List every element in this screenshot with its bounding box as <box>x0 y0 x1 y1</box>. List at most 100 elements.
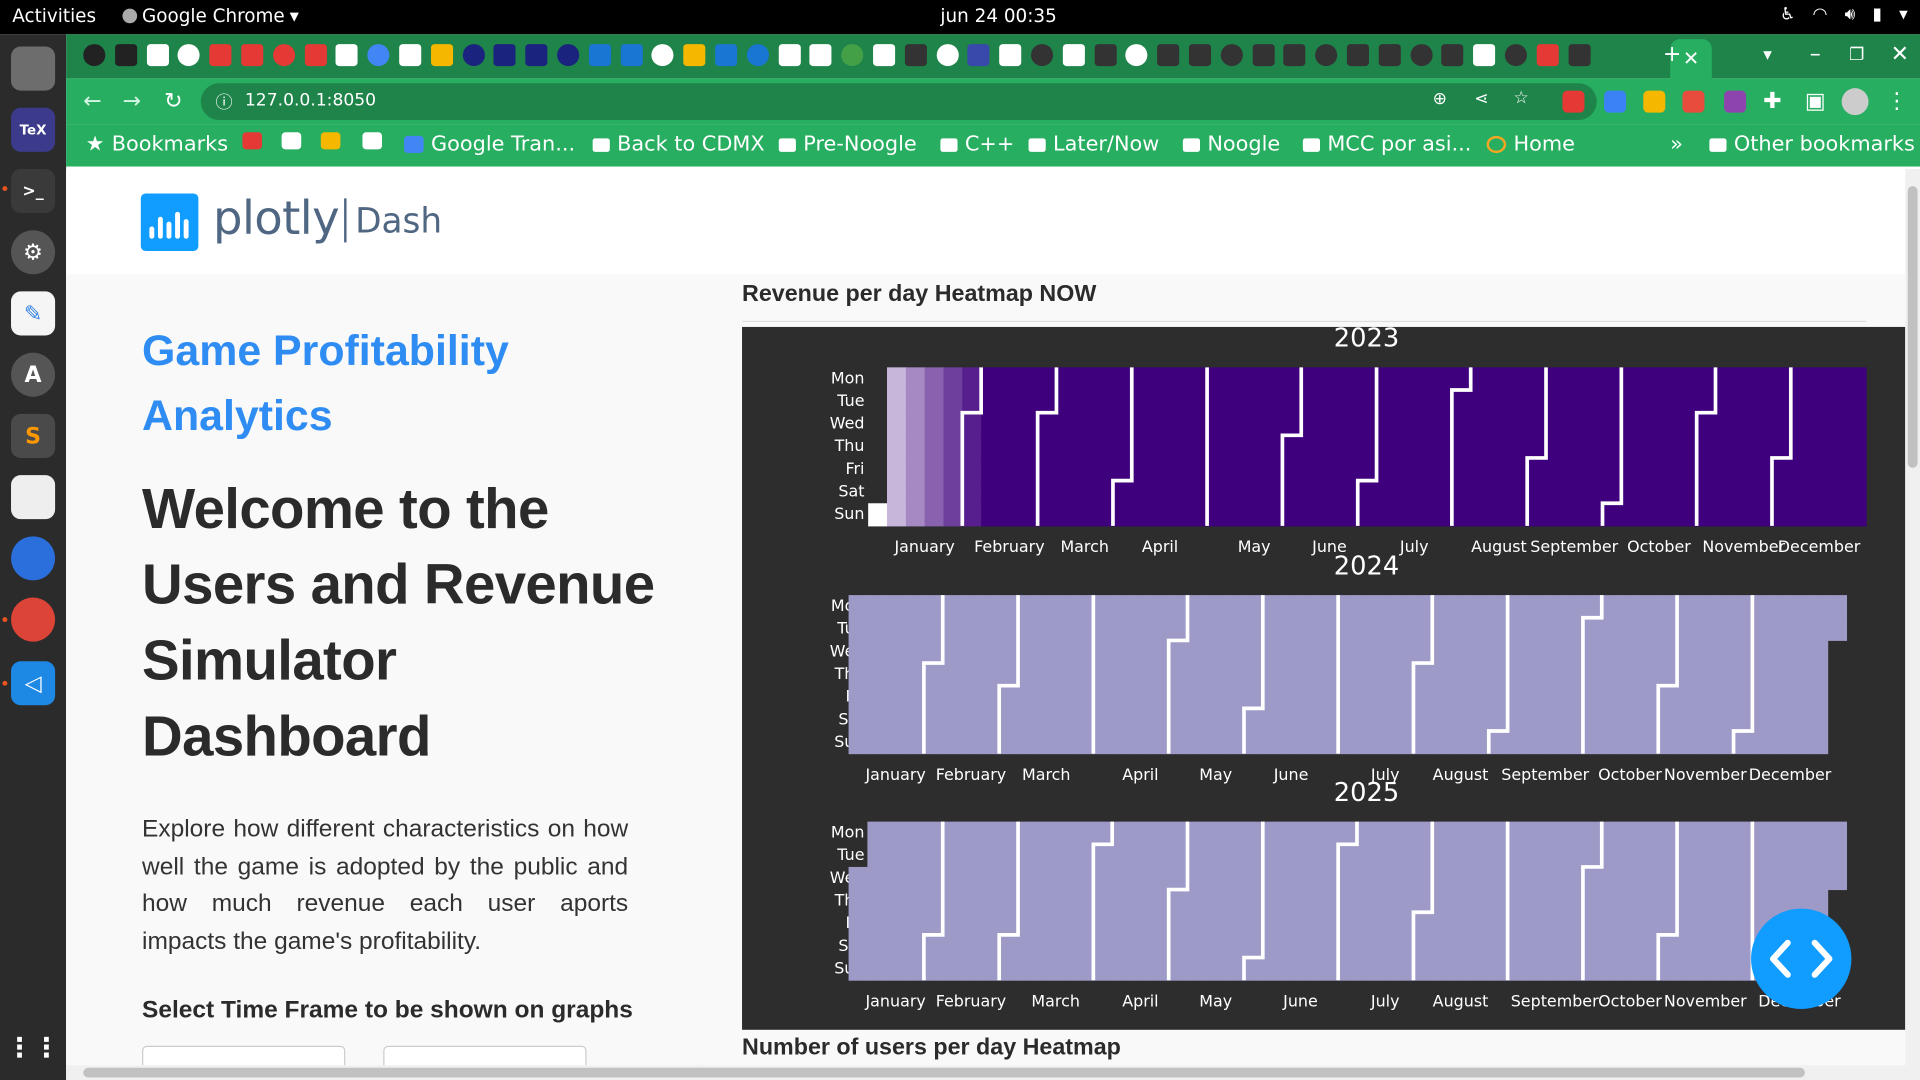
tab-favicon-icon[interactable] <box>1315 44 1338 67</box>
chromium-icon[interactable] <box>11 536 56 581</box>
terminal-icon[interactable]: >_ <box>11 168 56 214</box>
forward-icon[interactable]: → <box>122 88 141 114</box>
dash-debug-button[interactable] <box>1751 908 1852 1009</box>
extension-adblock-icon[interactable] <box>1562 90 1585 113</box>
tab-favicon-icon[interactable] <box>1125 44 1148 67</box>
extension-pen-icon[interactable] <box>1724 90 1747 113</box>
tab-favicon-icon[interactable] <box>715 44 738 67</box>
files-icon[interactable] <box>11 46 56 91</box>
tab-favicon-icon[interactable] <box>1568 44 1591 67</box>
more-bookmarks-button[interactable]: » <box>1670 132 1683 156</box>
profile-avatar[interactable] <box>1841 88 1869 116</box>
bookmark-item[interactable]: Noogle <box>1182 132 1280 157</box>
tab-favicon-icon[interactable] <box>1283 44 1306 67</box>
tab-favicon-icon[interactable] <box>178 44 201 67</box>
caret-down-icon[interactable]: ▾ <box>1899 4 1908 25</box>
clock[interactable]: jun 24 00:35 <box>940 4 1057 27</box>
document-viewer-icon[interactable] <box>11 475 56 520</box>
side-panel-icon[interactable]: ▣ <box>1804 88 1826 114</box>
zoom-icon[interactable]: ⊕ <box>1432 89 1448 109</box>
vertical-scrollbar[interactable] <box>1905 168 1920 1066</box>
tab-favicon-icon[interactable] <box>146 44 169 67</box>
revenue-heatmap-chart[interactable]: 2023 Mon Tue Wed Thu Fri Sat Sun January February… <box>742 326 1906 1030</box>
address-bar[interactable]: ⓘ 127.0.0.1:8050 ⊕ ⋖ ☆ <box>200 83 1597 120</box>
tab-favicon-icon[interactable] <box>651 44 674 67</box>
tab-favicon-icon[interactable] <box>1031 44 1054 67</box>
tab-favicon-icon[interactable] <box>746 44 769 67</box>
horizontal-scrollbar[interactable] <box>66 1065 1920 1080</box>
tab-favicon-icon[interactable] <box>430 44 453 67</box>
time-frame-end-dropdown[interactable] <box>383 1045 587 1066</box>
tab-favicon-icon[interactable] <box>83 44 106 67</box>
close-window-icon[interactable]: ✕ <box>1890 41 1910 68</box>
tab-favicon-icon[interactable] <box>304 44 327 67</box>
activities-button[interactable]: Activities <box>12 4 97 27</box>
tab-favicon-icon[interactable] <box>1220 44 1243 67</box>
tab-favicon-icon[interactable] <box>809 44 832 67</box>
bookmark-item[interactable]: Home <box>1486 132 1575 157</box>
tab-favicon-icon[interactable] <box>1441 44 1464 67</box>
tab-favicon-icon[interactable] <box>1536 44 1559 67</box>
tab-favicon-icon[interactable] <box>493 44 516 67</box>
bookmark-item[interactable] <box>320 132 341 150</box>
bookmark-item[interactable] <box>281 132 302 150</box>
tab-favicon-icon[interactable] <box>967 44 990 67</box>
tab-favicon-icon[interactable] <box>1378 44 1401 67</box>
text-editor-icon[interactable]: ✎ <box>11 291 56 336</box>
time-frame-start-dropdown[interactable] <box>142 1045 346 1066</box>
minimize-icon[interactable]: – <box>1809 41 1821 68</box>
tab-favicon-icon[interactable] <box>620 44 643 67</box>
tab-favicon-icon[interactable] <box>1252 44 1275 67</box>
site-info-icon[interactable]: ⓘ <box>215 93 233 113</box>
tab-search-icon[interactable]: ▾ <box>1763 45 1772 65</box>
tab-favicon-icon[interactable] <box>557 44 580 67</box>
show-apps-icon[interactable]: ⋮⋮ <box>6 1032 61 1064</box>
tab-favicon-icon[interactable] <box>999 44 1022 67</box>
extension-blue-icon[interactable] <box>1604 90 1627 113</box>
tab-favicon-icon[interactable] <box>272 44 295 67</box>
reload-icon[interactable]: ↻ <box>164 88 183 114</box>
tab-favicon-icon[interactable] <box>683 44 706 67</box>
volume-icon[interactable]: 🔊︎ <box>1844 4 1856 25</box>
texmaker-icon[interactable]: TeX <box>11 107 56 152</box>
active-tab[interactable]: ✕ <box>1670 39 1712 79</box>
tab-favicon-icon[interactable] <box>399 44 422 67</box>
app-menu[interactable]: Google Chrome ▾ <box>122 5 299 27</box>
software-center-icon[interactable]: A <box>11 352 56 397</box>
system-tray[interactable]: ♿ ◠ 🔊︎ ▮ ▾ <box>1780 5 1908 25</box>
tab-favicon-icon[interactable] <box>1157 44 1180 67</box>
tab-favicon-icon[interactable] <box>1062 44 1085 67</box>
vscode-icon[interactable]: ◁ <box>11 661 56 706</box>
tab-favicon-icon[interactable] <box>367 44 390 67</box>
tab-favicon-icon[interactable] <box>114 44 137 67</box>
maximize-icon[interactable]: ❐ <box>1848 45 1865 65</box>
sublime-text-icon[interactable]: S <box>11 413 56 458</box>
bookmark-item[interactable]: Pre-Noogle <box>778 132 917 157</box>
tab-favicon-icon[interactable] <box>588 44 611 67</box>
bookmark-item[interactable] <box>242 132 263 150</box>
tab-favicon-icon[interactable] <box>1094 44 1117 67</box>
google-chrome-icon[interactable] <box>11 597 56 642</box>
other-bookmarks[interactable]: Other bookmarks <box>1709 132 1915 157</box>
tab-favicon-icon[interactable] <box>462 44 485 67</box>
accessibility-icon[interactable]: ♿ <box>1779 4 1796 25</box>
tab-favicon-icon[interactable] <box>873 44 896 67</box>
tab-favicon-icon[interactable] <box>778 44 801 67</box>
tab-favicon-icon[interactable] <box>936 44 959 67</box>
bookmark-item[interactable] <box>362 132 383 150</box>
tab-favicon-icon[interactable] <box>1504 44 1527 67</box>
tab-favicon-icon[interactable] <box>209 44 232 67</box>
tab-favicon-icon[interactable] <box>841 44 864 67</box>
close-tab-icon[interactable]: ✕ <box>1682 46 1700 70</box>
tab-favicon-icon[interactable] <box>1346 44 1369 67</box>
bookmark-item[interactable]: ★ Bookmarks <box>86 132 228 156</box>
tab-favicon-icon[interactable] <box>525 44 548 67</box>
back-icon[interactable]: ← <box>83 88 102 114</box>
bookmark-item[interactable]: C++ <box>940 132 1014 157</box>
bookmark-item[interactable]: MCC por asi... <box>1302 132 1471 157</box>
tab-favicon-icon[interactable] <box>1473 44 1496 67</box>
extension-tp-icon[interactable] <box>1682 90 1705 113</box>
bookmark-item[interactable]: Later/Now <box>1028 132 1159 157</box>
tab-favicon-icon[interactable] <box>904 44 927 67</box>
extension-infinity-icon[interactable] <box>1643 90 1666 113</box>
